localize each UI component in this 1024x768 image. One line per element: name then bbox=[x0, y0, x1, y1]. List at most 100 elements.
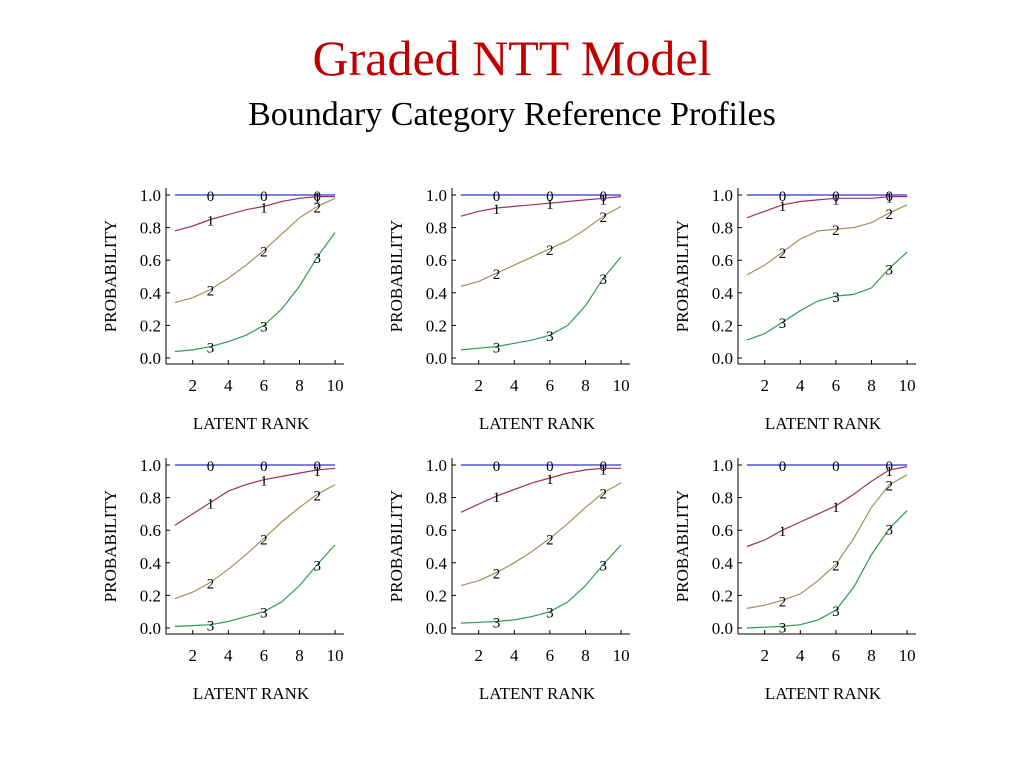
series-label-0: 0 bbox=[886, 459, 894, 475]
series-label-1: 1 bbox=[493, 490, 501, 506]
x-tick-label: 8 bbox=[295, 646, 304, 665]
series-label-0: 0 bbox=[493, 189, 501, 205]
series-label-3: 3 bbox=[207, 341, 215, 357]
y-tick-label: 0.6 bbox=[426, 251, 447, 270]
series-label-3: 3 bbox=[207, 619, 215, 635]
y-tick-label: 0.8 bbox=[712, 219, 733, 238]
y-tick-label: 0.4 bbox=[140, 284, 162, 303]
slide-subtitle: Boundary Category Reference Profiles bbox=[248, 96, 776, 133]
y-tick-label: 0.4 bbox=[426, 554, 448, 573]
series-label-0: 0 bbox=[546, 189, 554, 205]
series-label-1: 1 bbox=[314, 191, 322, 207]
x-tick-label: 10 bbox=[327, 376, 344, 395]
series-label-1: 1 bbox=[207, 213, 215, 229]
series-label-1: 1 bbox=[546, 472, 554, 488]
series-label-2: 2 bbox=[260, 244, 268, 260]
series-line-2 bbox=[460, 482, 622, 587]
x-axis-title: LATENT RANK bbox=[765, 414, 882, 433]
x-tick-label: 8 bbox=[581, 376, 590, 395]
series-label-1: 1 bbox=[260, 200, 268, 216]
x-tick-label: 8 bbox=[867, 646, 876, 665]
series-label-1: 1 bbox=[779, 199, 787, 215]
series-line-3 bbox=[174, 232, 336, 353]
series-label-2: 2 bbox=[546, 243, 554, 259]
x-tick-label: 6 bbox=[546, 646, 555, 665]
series-line-2 bbox=[174, 197, 336, 304]
y-axis-title: PROBABILITY bbox=[101, 490, 120, 602]
series-label-2: 2 bbox=[314, 200, 322, 216]
series-label-3: 3 bbox=[832, 604, 840, 620]
y-tick-label: 0.2 bbox=[712, 316, 733, 335]
y-tick-label: 0.8 bbox=[426, 219, 447, 238]
series-label-0: 0 bbox=[260, 459, 268, 475]
series-label-0: 0 bbox=[207, 189, 215, 205]
series-label-3: 3 bbox=[600, 272, 608, 288]
series-line-3 bbox=[174, 544, 336, 627]
series-label-3: 3 bbox=[779, 316, 787, 332]
series-line-1 bbox=[174, 467, 336, 526]
x-tick-label: 8 bbox=[581, 646, 590, 665]
series-label-2: 2 bbox=[546, 532, 554, 548]
series-line-3 bbox=[746, 251, 908, 341]
x-tick-label: 4 bbox=[510, 376, 519, 395]
y-axis-title: PROBABILITY bbox=[673, 490, 692, 602]
y-tick-label: 1.0 bbox=[712, 186, 733, 205]
y-tick-label: 0.2 bbox=[426, 586, 447, 605]
y-tick-label: 0.6 bbox=[712, 251, 733, 270]
series-label-2: 2 bbox=[314, 488, 322, 504]
y-tick-label: 0.4 bbox=[712, 284, 734, 303]
series-label-0: 0 bbox=[546, 459, 554, 475]
x-tick-label: 10 bbox=[899, 646, 916, 665]
y-axis-title: PROBABILITY bbox=[387, 490, 406, 602]
series-label-1: 1 bbox=[493, 202, 501, 218]
y-tick-label: 0.0 bbox=[426, 349, 447, 368]
x-tick-label: 2 bbox=[760, 646, 769, 665]
series-label-0: 0 bbox=[600, 189, 608, 205]
x-tick-label: 6 bbox=[832, 376, 841, 395]
x-tick-label: 4 bbox=[224, 646, 233, 665]
series-label-2: 2 bbox=[207, 284, 215, 300]
series-label-3: 3 bbox=[260, 606, 268, 622]
series-label-3: 3 bbox=[493, 341, 501, 357]
y-tick-label: 0.8 bbox=[426, 489, 447, 508]
x-axis-title: LATENT RANK bbox=[193, 414, 310, 433]
series-label-2: 2 bbox=[493, 267, 501, 283]
series-line-3 bbox=[460, 544, 622, 624]
series-line-1 bbox=[460, 196, 622, 217]
series-label-3: 3 bbox=[832, 290, 840, 306]
y-tick-label: 0.0 bbox=[712, 619, 733, 638]
series-label-2: 2 bbox=[600, 210, 608, 226]
series-label-2: 2 bbox=[832, 558, 840, 574]
x-tick-label: 2 bbox=[474, 376, 483, 395]
series-label-2: 2 bbox=[832, 223, 840, 239]
series-label-3: 3 bbox=[493, 615, 501, 631]
y-tick-label: 1.0 bbox=[140, 456, 161, 475]
y-tick-label: 0.6 bbox=[712, 521, 733, 540]
y-tick-label: 0.2 bbox=[140, 316, 161, 335]
series-label-0: 0 bbox=[314, 459, 322, 475]
series-label-1: 1 bbox=[207, 496, 215, 512]
x-tick-label: 4 bbox=[510, 646, 519, 665]
series-label-2: 2 bbox=[600, 487, 608, 503]
series-line-1 bbox=[460, 467, 622, 513]
x-tick-label: 2 bbox=[188, 646, 197, 665]
slide-title: Graded NTT Model bbox=[312, 30, 712, 86]
y-tick-label: 1.0 bbox=[712, 456, 733, 475]
x-tick-label: 10 bbox=[613, 646, 630, 665]
series-label-0: 0 bbox=[832, 459, 840, 475]
y-tick-label: 0.2 bbox=[426, 316, 447, 335]
series-line-1 bbox=[746, 196, 908, 219]
x-tick-label: 6 bbox=[260, 376, 269, 395]
x-axis-title: LATENT RANK bbox=[765, 684, 882, 703]
series-line-3 bbox=[746, 510, 908, 629]
y-tick-label: 0.2 bbox=[140, 586, 161, 605]
series-label-1: 1 bbox=[600, 462, 608, 478]
y-tick-label: 0.8 bbox=[140, 219, 161, 238]
y-tick-label: 0.0 bbox=[140, 619, 161, 638]
series-label-3: 3 bbox=[600, 558, 608, 574]
y-axis-title: PROBABILITY bbox=[387, 220, 406, 332]
series-label-2: 2 bbox=[207, 576, 215, 592]
x-tick-label: 2 bbox=[760, 376, 769, 395]
series-label-3: 3 bbox=[546, 606, 554, 622]
